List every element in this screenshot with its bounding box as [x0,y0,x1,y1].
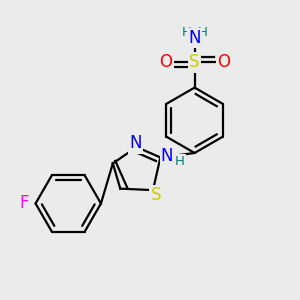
Text: F: F [20,194,29,212]
Text: H: H [175,155,184,168]
Text: H: H [198,26,208,38]
Text: S: S [151,187,161,205]
Text: S: S [189,53,200,71]
Text: N: N [188,29,201,47]
Text: H: H [181,26,191,38]
Text: N: N [161,147,173,165]
Text: O: O [217,53,230,71]
Text: O: O [159,53,172,71]
Text: N: N [129,134,141,152]
